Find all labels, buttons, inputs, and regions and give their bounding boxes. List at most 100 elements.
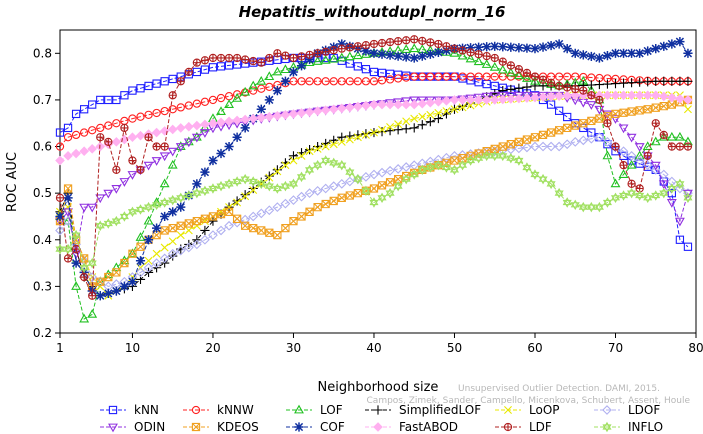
point-ldf-14 xyxy=(168,91,177,100)
point-kdeos-71 xyxy=(627,107,636,116)
point-lof-21 xyxy=(224,99,235,109)
point-inflo-7 xyxy=(111,215,121,227)
point-fastabod-60 xyxy=(538,92,548,102)
point-ldof-24 xyxy=(248,211,259,222)
point-lof-70 xyxy=(618,169,629,178)
point-odin-7 xyxy=(111,185,122,194)
point-fastabod-34 xyxy=(328,104,339,115)
point-knnw-14 xyxy=(168,105,177,114)
point-knn-39 xyxy=(369,67,379,77)
point-ldf-33 xyxy=(321,47,330,56)
point-kdeos-32 xyxy=(313,202,322,212)
point-cof-45 xyxy=(417,51,427,61)
point-ldf-77 xyxy=(675,142,685,151)
point-fastabod-56 xyxy=(506,94,516,104)
point-cof-0 xyxy=(55,211,65,222)
point-inflo-65 xyxy=(578,201,588,213)
point-knnw-1 xyxy=(63,133,73,142)
point-ldof-25 xyxy=(256,208,267,219)
point-ldof-40 xyxy=(377,167,387,178)
point-cof-65 xyxy=(578,50,588,60)
point-kdeos-72 xyxy=(635,106,644,115)
point-loop-14 xyxy=(168,237,177,246)
legend-marker-knnw xyxy=(191,405,201,415)
point-fastabod-71 xyxy=(626,90,637,101)
point-inflo-48 xyxy=(441,162,451,173)
legend-item-loop: LoOP xyxy=(495,403,560,417)
point-simplifiedlof-35 xyxy=(337,132,347,142)
legend-marker-simplifiedlof xyxy=(373,405,383,415)
point-ldf-37 xyxy=(353,42,363,51)
point-loop-48 xyxy=(442,107,451,116)
point-ldf-18 xyxy=(200,56,210,65)
point-knnw-48 xyxy=(442,72,451,81)
point-fastabod-74 xyxy=(650,90,661,101)
point-knn-11 xyxy=(144,81,153,91)
point-kdeos-66 xyxy=(587,116,596,126)
point-odin-66 xyxy=(586,101,597,110)
point-cof-46 xyxy=(425,49,435,59)
point-ldf-21 xyxy=(224,53,234,63)
point-kdeos-16 xyxy=(184,219,193,228)
point-cof-38 xyxy=(361,46,371,56)
point-ldof-36 xyxy=(344,176,355,187)
point-kdeos-21 xyxy=(224,207,234,216)
point-inflo-17 xyxy=(192,187,202,199)
point-loop-46 xyxy=(426,110,435,119)
point-cof-14 xyxy=(168,207,178,217)
point-ldf-51 xyxy=(466,48,475,57)
point-ldof-72 xyxy=(634,155,645,166)
point-knnw-13 xyxy=(160,106,169,116)
point-knnw-36 xyxy=(345,77,354,86)
point-ldf-32 xyxy=(313,49,322,58)
point-odin-76 xyxy=(666,199,677,208)
point-lof-18 xyxy=(199,122,210,132)
x-tick-label-4: 40 xyxy=(366,341,381,355)
point-fastabod-47 xyxy=(433,96,444,107)
point-kdeos-50 xyxy=(458,154,467,163)
point-fastabod-27 xyxy=(272,110,283,121)
point-odin-13 xyxy=(159,152,170,162)
point-inflo-10 xyxy=(135,204,146,215)
point-fastabod-43 xyxy=(401,99,411,110)
point-lof-76 xyxy=(666,131,677,141)
point-inflo-46 xyxy=(425,162,435,173)
point-loop-20 xyxy=(217,207,226,216)
point-ldf-7 xyxy=(112,165,121,174)
point-odin-18 xyxy=(199,129,210,138)
point-loop-29 xyxy=(289,156,298,165)
point-knnw-53 xyxy=(482,72,491,81)
point-fastabod-31 xyxy=(304,107,315,117)
point-ldof-61 xyxy=(546,141,556,152)
series-ldof xyxy=(55,132,693,292)
point-inflo-0 xyxy=(55,243,65,255)
point-knnw-9 xyxy=(128,114,137,123)
point-lof-49 xyxy=(449,47,460,57)
point-fastabod-64 xyxy=(570,90,581,101)
point-cof-28 xyxy=(280,76,291,86)
point-inflo-42 xyxy=(393,180,403,192)
point-ldf-53 xyxy=(482,51,491,61)
point-cof-51 xyxy=(465,43,476,53)
point-inflo-68 xyxy=(602,197,612,208)
point-cof-57 xyxy=(514,43,524,53)
point-lof-27 xyxy=(272,66,283,76)
point-inflo-61 xyxy=(546,178,556,190)
point-odin-14 xyxy=(167,147,178,157)
point-fastabod-42 xyxy=(393,99,403,110)
point-odin-69 xyxy=(610,115,621,124)
point-knn-78 xyxy=(683,242,693,251)
point-inflo-75 xyxy=(659,187,669,199)
point-ldof-50 xyxy=(457,150,468,160)
legend-item-lof: LOF xyxy=(286,403,343,417)
point-kdeos-23 xyxy=(241,221,250,230)
point-loop-39 xyxy=(369,128,378,137)
point-lof-13 xyxy=(159,178,170,188)
point-odin-56 xyxy=(505,91,516,101)
point-inflo-69 xyxy=(610,192,621,204)
point-cof-6 xyxy=(103,288,113,298)
legend-item-odin: ODIN xyxy=(100,420,165,434)
point-inflo-37 xyxy=(353,173,363,185)
point-ldf-75 xyxy=(659,130,668,140)
point-odin-77 xyxy=(674,217,685,227)
